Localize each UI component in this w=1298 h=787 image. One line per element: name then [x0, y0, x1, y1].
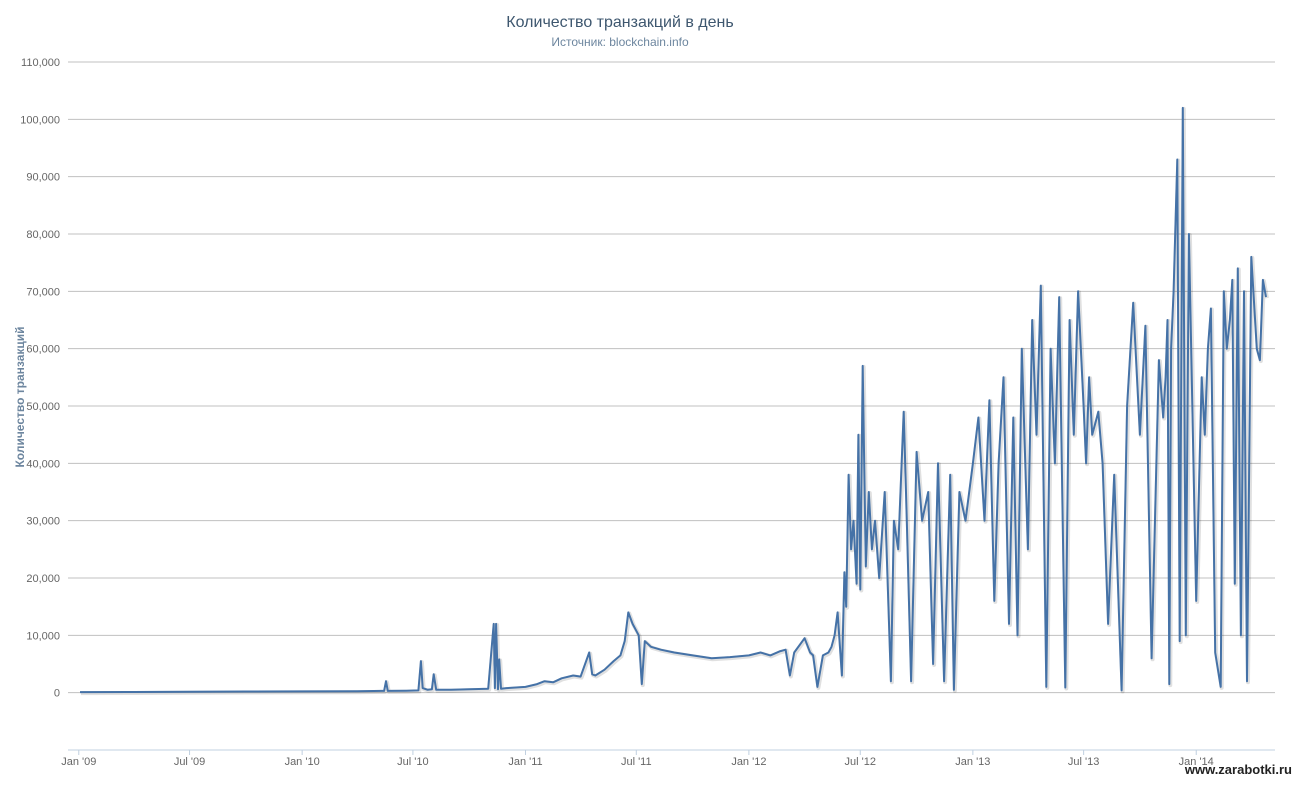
x-tick-label: Jan '09 — [61, 756, 96, 768]
y-axis-ticks: 0 10,000 20,000 30,000 40,000 50,000 60,000 70,… — [20, 57, 60, 700]
y-tick-label: 110,000 — [21, 57, 60, 69]
y-tick-label: 0 — [54, 688, 60, 700]
y-tick-label: 80,000 — [26, 229, 60, 241]
chart-subtitle: Источник: blockchain.info — [551, 35, 689, 49]
x-tick-label: Jul '12 — [845, 756, 876, 768]
x-tick-label: Jul '10 — [397, 756, 428, 768]
x-tick-label: Jul '09 — [174, 756, 205, 768]
x-tick-label: Jan '11 — [508, 756, 542, 768]
y-tick-label: 20,000 — [26, 573, 60, 585]
x-tick-label: Jan '14 — [1179, 756, 1214, 768]
series-line — [79, 106, 1267, 694]
x-tick-label: Jul '13 — [1068, 756, 1099, 768]
y-tick-label: 90,000 — [26, 172, 60, 184]
y-tick-label: 40,000 — [26, 458, 60, 470]
grid-lines — [68, 61, 1275, 694]
x-tick-label: Jan '13 — [955, 756, 990, 768]
y-tick-label: 30,000 — [26, 516, 60, 528]
x-tick-label: Jul '11 — [621, 756, 652, 768]
y-tick-label: 70,000 — [26, 286, 60, 298]
y-tick-label: 100,000 — [20, 114, 60, 126]
x-axis: Jan '09 Jul '09 Jan '10 Jul '10 Jan '11 Jul '… — [61, 749, 1275, 768]
y-tick-label: 10,000 — [26, 630, 60, 642]
watermark: www.zarabotki.ru — [1184, 762, 1292, 777]
y-tick-label: 60,000 — [26, 344, 60, 356]
series-group — [79, 106, 1269, 696]
x-tick-label: Jan '12 — [731, 756, 766, 768]
chart-title: Количество транзакций в день — [506, 14, 734, 31]
y-tick-label: 50,000 — [26, 401, 60, 413]
x-tick-label: Jan '10 — [285, 756, 320, 768]
